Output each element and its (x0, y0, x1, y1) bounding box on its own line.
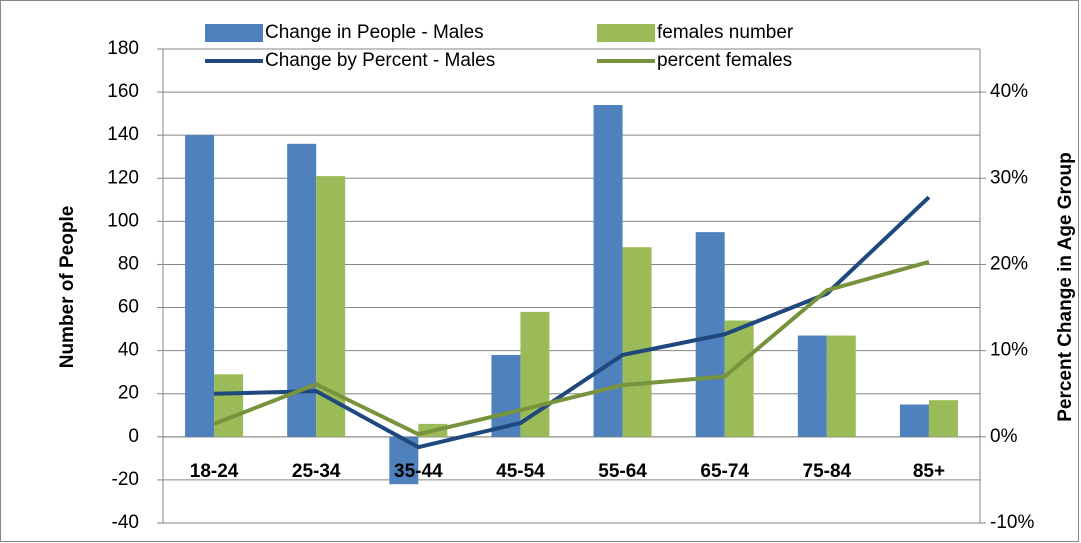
y2-tick-label: 0% (990, 426, 1018, 447)
bar (724, 320, 754, 437)
bar (593, 105, 623, 437)
y-tick-label: -40 (112, 512, 139, 533)
y2-tick-label: 20% (990, 253, 1028, 274)
y2-tick-label: 10% (990, 340, 1028, 361)
bar (928, 400, 958, 437)
y-axis-title: Number of People (57, 206, 78, 369)
y-tick-label: 80 (118, 253, 139, 274)
legend-label: percent females (657, 50, 792, 71)
y-tick-label: 40 (118, 340, 139, 361)
x-tick-label: 85+ (913, 461, 945, 482)
bar (185, 135, 215, 437)
y-tick-label: 60 (118, 297, 139, 318)
line (213, 259, 930, 437)
x-tick-label: 65-74 (700, 461, 749, 482)
y2-tick-label: -10% (990, 512, 1034, 533)
bar (826, 335, 856, 437)
legend-swatch (205, 24, 263, 42)
y-tick-label: -20 (112, 469, 139, 490)
x-tick-label: 18-24 (190, 461, 239, 482)
x-tick-label: 25-34 (292, 461, 341, 482)
y-tick-label: 100 (107, 210, 139, 231)
bar (520, 311, 550, 437)
y-tick-label: 180 (107, 38, 139, 59)
x-tick-label: 45-54 (496, 461, 545, 482)
x-tick-label: 55-64 (598, 461, 647, 482)
bar (622, 247, 652, 437)
bar (797, 335, 827, 437)
legend-swatch (597, 24, 655, 42)
y2-axis-title: Percent Change in Age Group (1055, 152, 1076, 422)
x-tick-label: 35-44 (394, 461, 443, 482)
y-tick-label: 140 (107, 124, 139, 145)
y2-tick-label: 40% (990, 81, 1028, 102)
y-tick-label: 0 (128, 426, 139, 447)
y2-tick-label: 30% (990, 167, 1028, 188)
legend-label: Change in People - Males (265, 22, 484, 43)
x-tick-label: 75-84 (803, 461, 852, 482)
y-tick-label: 20 (118, 383, 139, 404)
y-tick-label: 120 (107, 167, 139, 188)
line (214, 195, 931, 450)
legend-label: Change by Percent - Males (265, 50, 495, 71)
y-tick-label: 160 (107, 81, 139, 102)
bar (899, 404, 929, 437)
legend-label: females number (657, 22, 794, 43)
bar (214, 374, 244, 437)
